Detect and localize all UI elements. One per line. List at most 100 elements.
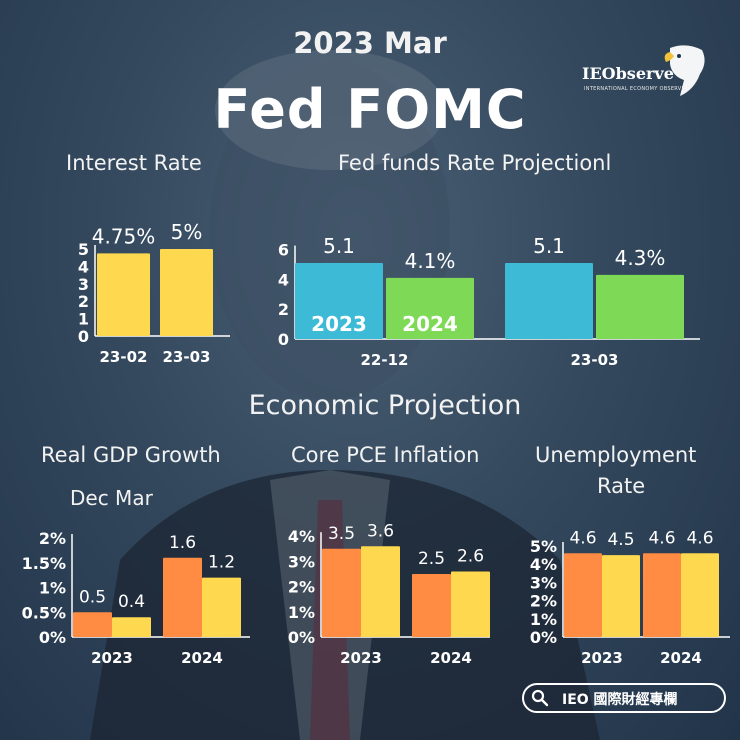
y-tick-label: 0.5% xyxy=(22,603,66,622)
eagle-eye-shape xyxy=(677,54,681,58)
hair-silhouette xyxy=(215,50,445,170)
fed-funds-projection-title: Fed funds Rate Projectionl xyxy=(338,151,612,175)
data-label: 4.3% xyxy=(615,246,666,270)
economic-projection-title: Economic Projection xyxy=(248,390,522,421)
x-tick-label: 2023 xyxy=(340,649,382,667)
y-tick-label: 1% xyxy=(39,579,66,598)
y-tick-label: 0% xyxy=(288,628,315,647)
y-tick-label: 5% xyxy=(530,537,557,556)
x-tick-label: 2023 xyxy=(91,649,133,667)
x-tick-label: 23-03 xyxy=(571,351,619,369)
data-label: 1.6 xyxy=(169,533,196,553)
bar xyxy=(505,263,593,339)
page-title: Fed FOMC xyxy=(213,78,527,141)
data-label: 3.5 xyxy=(328,524,355,544)
bar xyxy=(202,577,241,637)
data-label: 3.6 xyxy=(367,521,394,541)
y-tick-label: 4% xyxy=(530,555,557,574)
data-label: 5% xyxy=(171,220,203,244)
y-tick-label: 1 xyxy=(78,310,89,329)
eagle-beak-shape xyxy=(664,52,674,62)
bar xyxy=(643,553,681,637)
data-label: 4.1% xyxy=(405,249,456,273)
x-tick-label: 2024 xyxy=(430,649,472,667)
y-tick-label: 2% xyxy=(288,578,315,597)
data-label: 4.6 xyxy=(686,528,713,548)
core-pce-title: Core PCE Inflation xyxy=(291,443,480,467)
x-tick-label: 2024 xyxy=(181,649,223,667)
bar xyxy=(73,612,112,637)
y-tick-label: 3% xyxy=(288,552,315,571)
real-gdp-chart: 0% 0.5% 1% 1.5% 2% 0.5 0.4 2023 1.6 1.2 2024 xyxy=(22,529,250,667)
unemployment-title-line1: Unemployment xyxy=(535,443,697,467)
data-label: 4.6 xyxy=(648,528,675,548)
search-pill[interactable] xyxy=(522,683,726,713)
brand-tagline: INTERNATIONAL ECONOMY OBSERVE xyxy=(584,86,685,92)
bar xyxy=(681,553,719,637)
y-tick-label: 0% xyxy=(39,628,66,647)
y-tick-label: 5 xyxy=(78,240,89,259)
search-icon xyxy=(531,689,549,707)
bar xyxy=(451,571,490,637)
y-tick-label: 3% xyxy=(530,573,557,592)
y-tick-label: 2% xyxy=(530,592,557,611)
data-label: 1.2 xyxy=(208,553,235,573)
y-tick-label: 2% xyxy=(39,529,66,548)
bar xyxy=(97,253,150,336)
legend-dec-mar: Dec Mar xyxy=(70,486,153,510)
bar xyxy=(112,617,151,637)
y-tick-label: 1.5% xyxy=(22,554,66,573)
bar xyxy=(295,263,383,339)
fed-funds-projection-chart: 0 2 4 6 5.1 2023 4.1% 2024 22-12 5.1 4.3% 23-03 xyxy=(278,234,700,369)
data-label: 2.6 xyxy=(457,546,484,566)
bar xyxy=(602,555,640,637)
data-label: 5.1 xyxy=(323,234,355,258)
y-tick-label: 2 xyxy=(78,292,89,311)
x-tick-label: 22-12 xyxy=(361,351,409,369)
series-label: 2023 xyxy=(311,312,367,336)
unemployment-chart: 0%1%2%3%4%5% 4.6 4.5 2023 4.6 4.6 2024 xyxy=(530,528,730,667)
unemployment-title-line2: Rate xyxy=(597,474,646,498)
y-tick-label: 4% xyxy=(288,527,315,546)
y-tick-label: 1% xyxy=(288,603,315,622)
bar xyxy=(386,277,474,339)
real-gdp-title: Real GDP Growth xyxy=(41,443,221,467)
eagle-logo-icon xyxy=(664,45,705,96)
bar xyxy=(564,553,602,637)
y-tick-label: 1% xyxy=(530,610,557,629)
core-pce-chart: 0% 1% 2% 3% 4% 3.5 3.6 2023 2.5 2.6 2024 xyxy=(288,521,490,667)
bar xyxy=(160,249,213,336)
y-tick-label: 6 xyxy=(278,241,289,260)
bar xyxy=(163,557,202,637)
data-label: 0.5 xyxy=(79,587,106,607)
eagle-head-shape xyxy=(670,45,705,96)
interest-rate-title: Interest Rate xyxy=(66,151,202,175)
data-label: 0.4 xyxy=(118,592,145,612)
data-label: 5.1 xyxy=(533,234,565,258)
x-tick-label: 2024 xyxy=(660,649,702,667)
x-tick-label: 23-02 xyxy=(100,348,148,366)
series-label: 2024 xyxy=(402,312,458,336)
x-tick-label: 23-03 xyxy=(163,348,211,366)
x-tick-label: 2023 xyxy=(581,649,623,667)
bar xyxy=(361,546,400,637)
y-tick-label: 4 xyxy=(278,270,289,289)
y-tick-label: 0 xyxy=(78,327,89,346)
y-tick-label: 2 xyxy=(278,300,289,319)
data-label: 4.75% xyxy=(92,224,156,248)
page-subtitle: 2023 Mar xyxy=(293,26,447,60)
data-label: 2.5 xyxy=(418,549,445,569)
data-label: 4.6 xyxy=(569,528,596,548)
data-label: 4.5 xyxy=(607,530,634,550)
y-tick-label: 0% xyxy=(530,628,557,647)
y-tick-label: 3 xyxy=(78,275,89,294)
bar xyxy=(412,574,451,637)
search-label[interactable]: IEO 國際財經專欄 xyxy=(562,692,678,708)
brand-name: IEObserve xyxy=(582,64,674,83)
y-tick-label: 4 xyxy=(78,257,89,276)
y-tick-label: 0 xyxy=(278,330,289,349)
bar xyxy=(596,274,684,339)
bar xyxy=(322,548,361,637)
